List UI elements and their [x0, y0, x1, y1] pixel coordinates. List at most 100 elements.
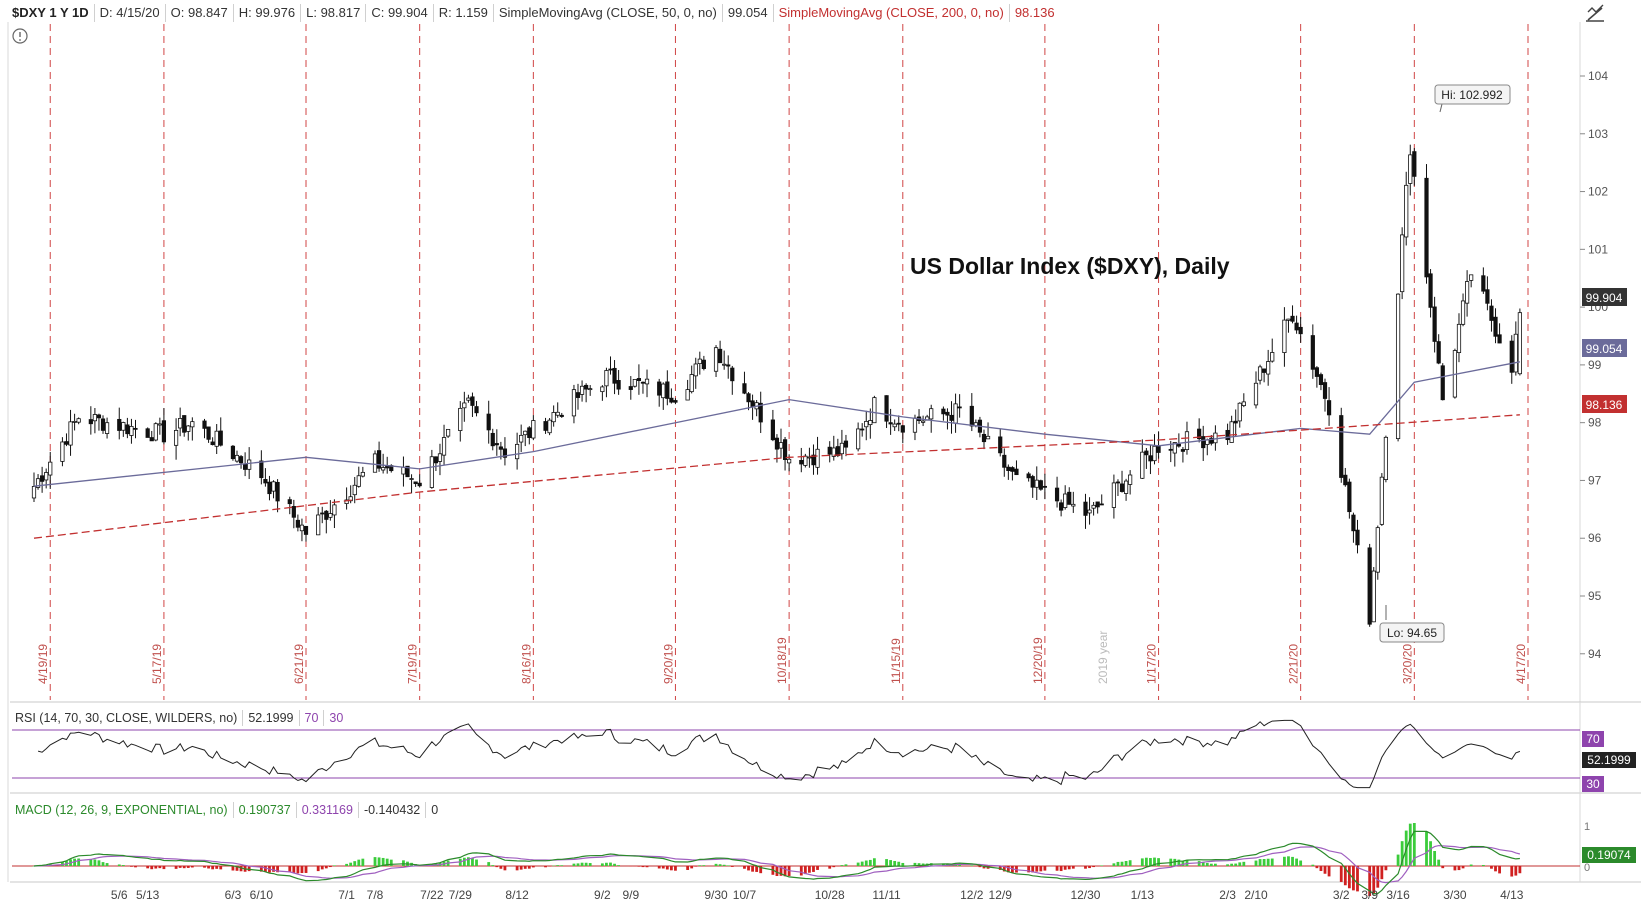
hi-callout: Hi: 102.992 [1434, 84, 1511, 113]
candle-body [401, 466, 406, 475]
macd-histogram-bar [588, 863, 592, 866]
macd-histogram-bar [1177, 859, 1181, 866]
range-label: R: 1.159 [434, 4, 494, 22]
candle-body [697, 358, 702, 365]
candle-body [920, 420, 926, 423]
candle-body [206, 426, 211, 440]
candle-body [547, 419, 552, 434]
rsi-study-label[interactable]: RSI (14, 70, 30, CLOSE, WILDERS, no) [10, 710, 244, 726]
candle-body [588, 388, 593, 391]
candle-body [815, 448, 820, 468]
macd-histogram-bar [158, 866, 162, 869]
macd-histogram-bar [1149, 858, 1152, 866]
macd-histogram-bar [584, 862, 588, 866]
candle-body [985, 435, 991, 440]
macd-histogram-bar [1226, 864, 1229, 866]
macd-histogram-bar [1400, 841, 1404, 866]
macd-histogram-bar [211, 866, 215, 870]
candle-body [1485, 289, 1490, 304]
candle-body [100, 418, 106, 431]
candle-body [1351, 514, 1356, 532]
candle-body [178, 418, 183, 429]
y-tick-label: 101 [1588, 242, 1608, 256]
svg-text:99.904: 99.904 [1586, 291, 1623, 305]
candle-body [1322, 382, 1328, 399]
candle-body [486, 413, 491, 431]
macd-zero: 0 [431, 803, 439, 817]
date-x-axis: 5/6 5/13 6/3 6/10 7/1 7/8 7/22 7/29 8/12 9/2 9/9 9/… [111, 888, 1524, 902]
candle-body [640, 381, 646, 384]
candle-body [1367, 547, 1372, 625]
candle-body [96, 414, 102, 419]
candle-body [1140, 451, 1145, 479]
macd-histogram-bar [1234, 863, 1238, 866]
macd-avg: 0.331169 [297, 802, 359, 818]
candle-body [316, 514, 321, 536]
candle-body [1148, 455, 1153, 462]
macd-histogram-bar [215, 866, 219, 869]
candle-body [912, 417, 918, 433]
candle-body [856, 428, 861, 450]
macd-study-label[interactable]: MACD (12, 26, 9, EXPONENTIAL, no) [10, 802, 234, 818]
candle-body [1111, 482, 1117, 508]
candle-body [1371, 570, 1376, 623]
candle-body [498, 446, 503, 450]
macd-histogram-bar [844, 864, 848, 866]
y-tick-label: 98 [1588, 416, 1602, 430]
candle-body [490, 432, 495, 447]
macd-histogram-bar [864, 860, 868, 866]
macd-histogram-bar [1035, 866, 1039, 872]
macd-histogram-bar [775, 866, 779, 877]
macd-histogram-bar [872, 858, 876, 866]
candle-body [149, 437, 154, 442]
macd-histogram-bar [1067, 866, 1071, 870]
macd-histogram-bar [978, 866, 982, 868]
x-tick-label: 4/13 [1500, 888, 1524, 902]
candle-body [153, 423, 158, 441]
sma200-study-label[interactable]: SimpleMovingAvg (CLOSE, 200, 0, no) [774, 4, 1010, 22]
candle-body [133, 427, 138, 430]
expiry-label: 6/21/19 [292, 644, 306, 684]
candle-body [470, 396, 475, 406]
candle-body [1237, 402, 1242, 422]
symbol-label[interactable]: $DXY 1 Y 1D [10, 4, 95, 22]
rsi-value: 52.1999 [243, 710, 300, 726]
candle-body [1294, 322, 1299, 331]
macd-histogram-bar [544, 866, 547, 868]
macd-histogram-bar [1461, 866, 1465, 869]
macd-histogram-bar [1380, 866, 1384, 880]
info-icon[interactable] [12, 28, 28, 44]
y-tick-label: 104 [1588, 69, 1608, 83]
candle-body [1286, 318, 1291, 321]
candle-body [1355, 529, 1360, 546]
pencil-trend-icon[interactable] [1584, 3, 1606, 23]
macd-histogram-bar [560, 865, 564, 866]
candle-body [35, 478, 41, 488]
macd-value-tag: 0.19074 [1582, 847, 1636, 863]
candle-body [1152, 445, 1157, 462]
candle-body [559, 414, 564, 417]
macd-histogram-bar [125, 866, 129, 867]
candle-body [584, 384, 589, 390]
candle-body [1087, 509, 1092, 514]
macd-histogram-bar [272, 866, 275, 872]
macd-histogram-bar [690, 866, 694, 869]
macd-histogram-bar [1238, 862, 1242, 866]
sma50-study-label[interactable]: SimpleMovingAvg (CLOSE, 50, 0, no) [494, 4, 723, 22]
macd-histogram-bar [150, 866, 154, 870]
macd-histogram-bar [1201, 862, 1205, 866]
candle-body [1063, 493, 1068, 508]
candle-body [1513, 333, 1518, 373]
macd-histogram-bar [1372, 866, 1376, 894]
macd-histogram-bar [808, 866, 811, 873]
macd-histogram-bar [1173, 858, 1177, 866]
candle-body [515, 443, 520, 460]
candle-body [1379, 476, 1384, 525]
candle-body [210, 441, 215, 446]
candle-body [1002, 454, 1007, 468]
expiry-label: 4/19/19 [36, 644, 50, 684]
expiry-label: 9/20/19 [661, 644, 675, 684]
macd-legend: MACD (12, 26, 9, EXPONENTIAL, no) 0.1907… [10, 801, 443, 819]
candle-body [474, 406, 479, 414]
